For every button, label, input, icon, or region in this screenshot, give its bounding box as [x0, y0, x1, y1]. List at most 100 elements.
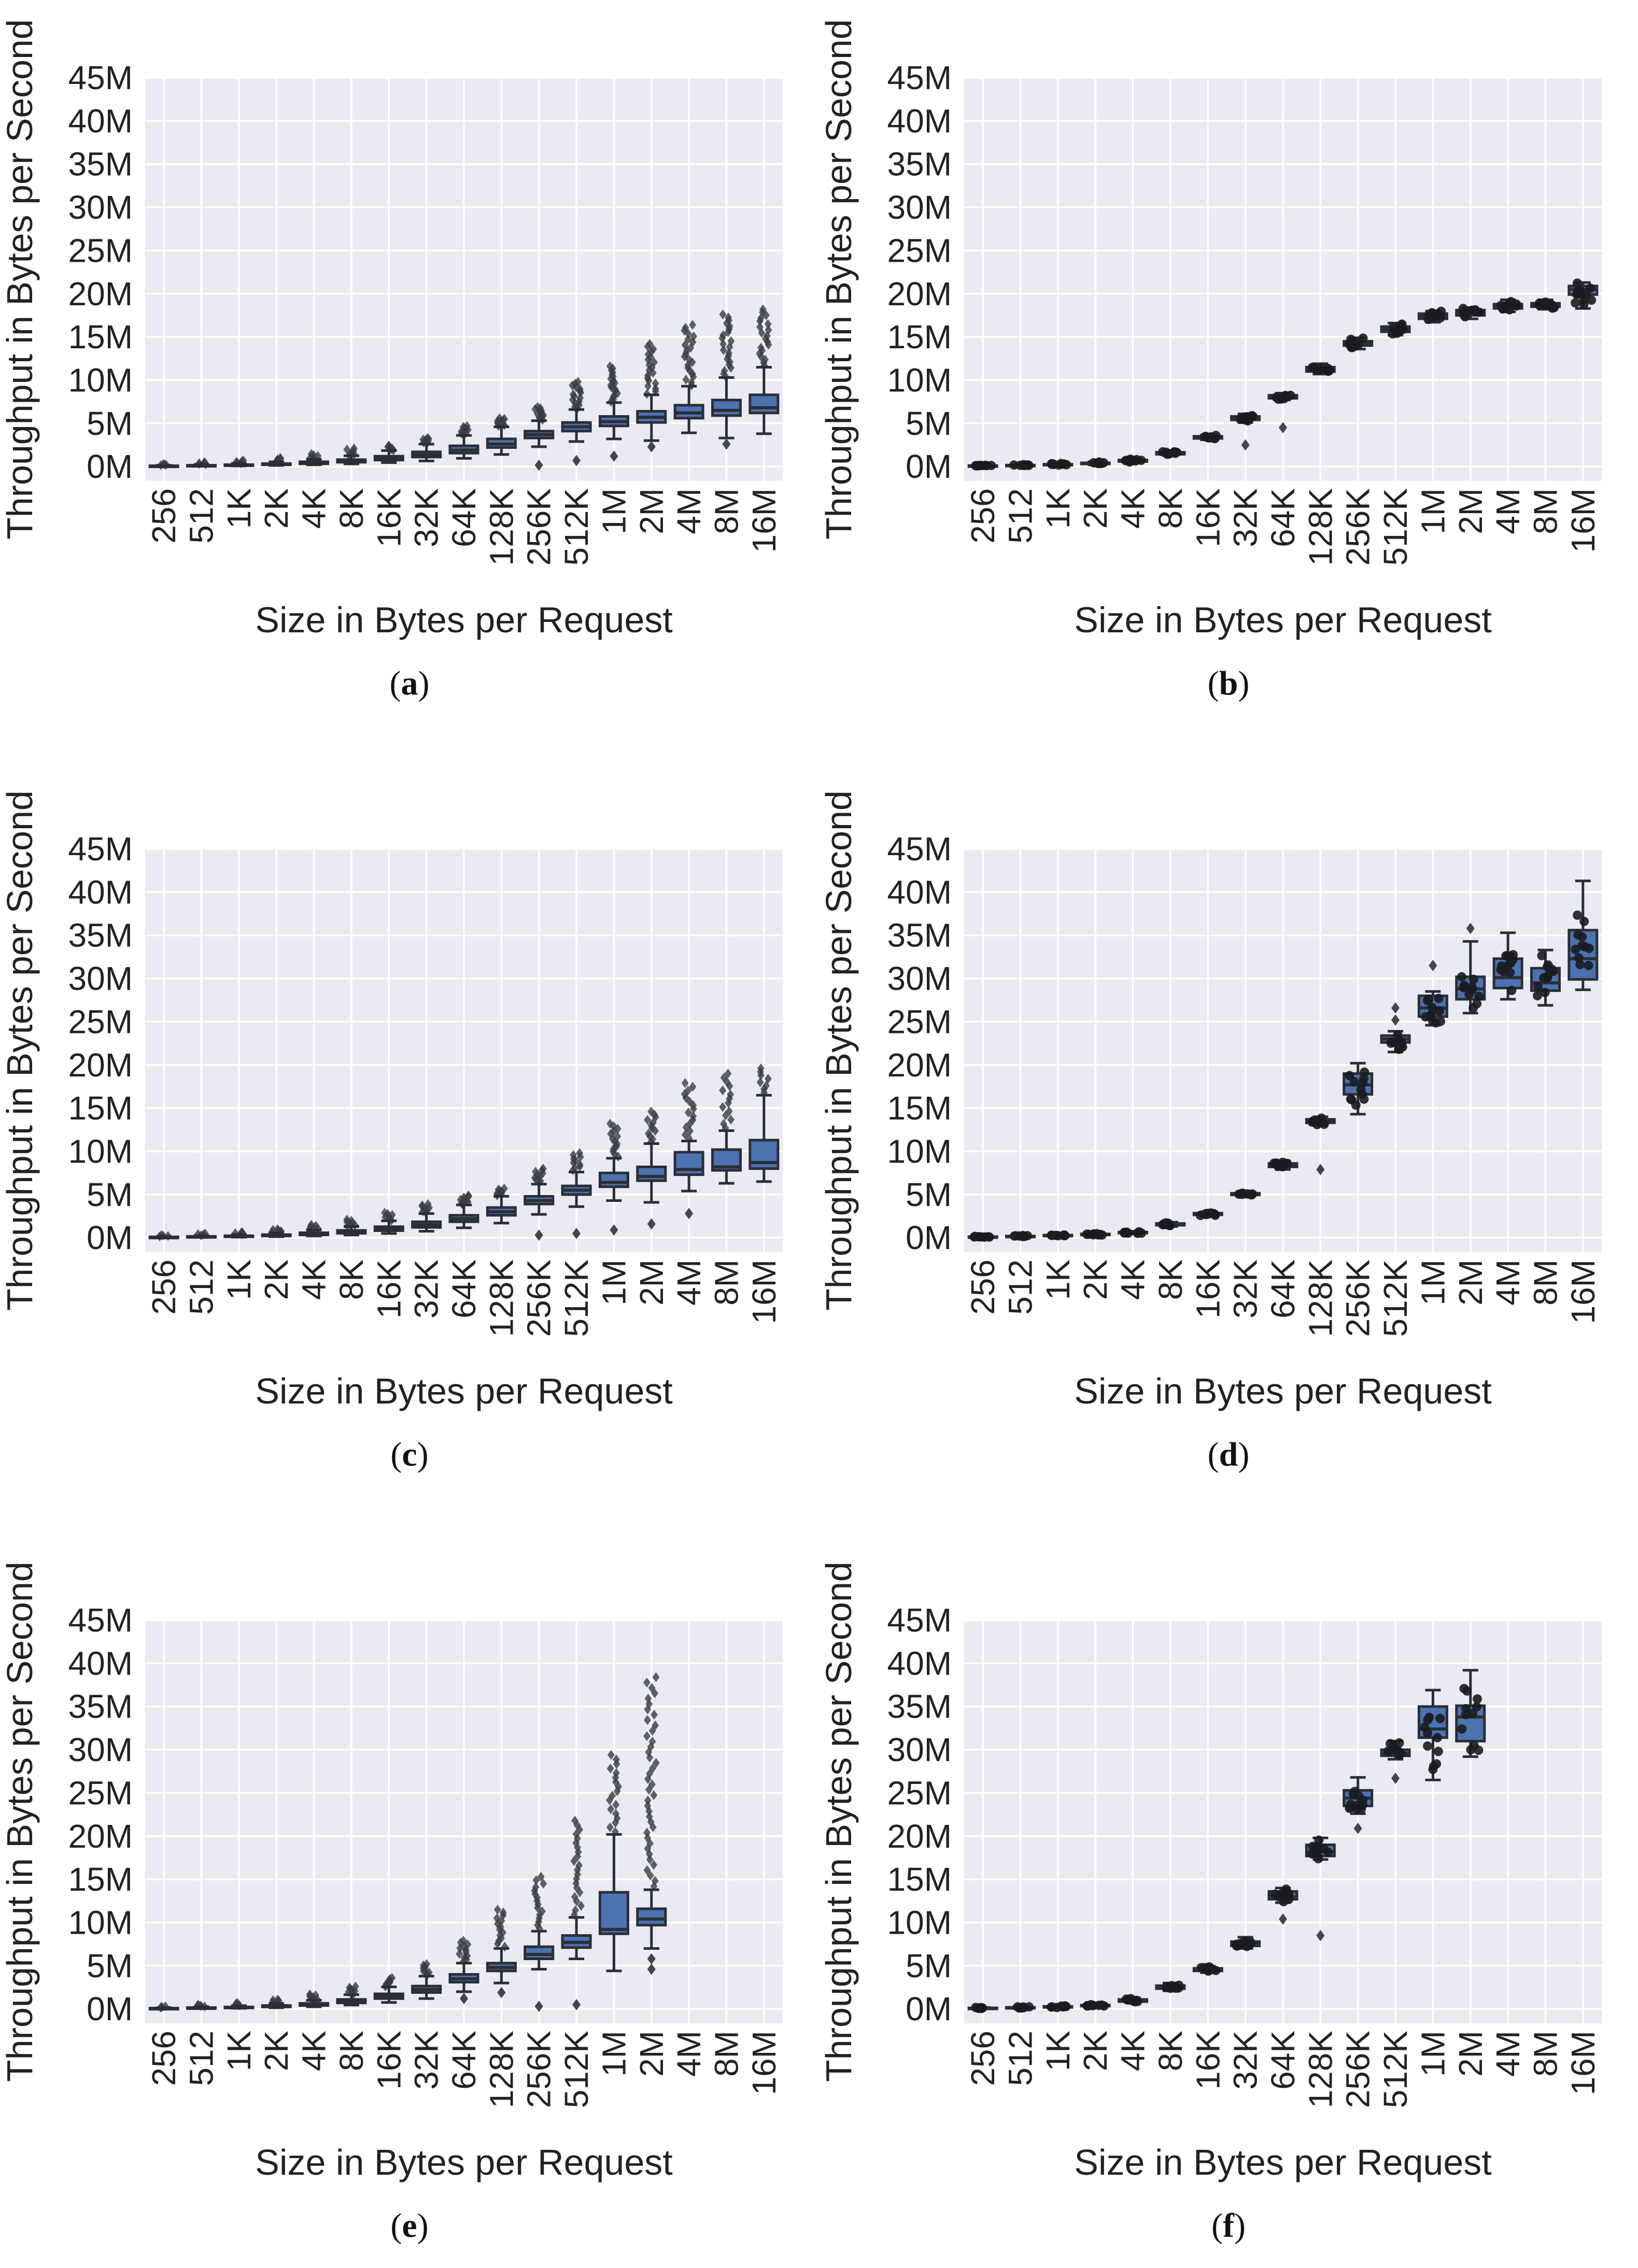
data-marks — [967, 880, 1599, 1242]
svg-text:0M: 0M — [87, 1990, 133, 2028]
svg-text:2M: 2M — [633, 1259, 670, 1306]
svg-text:45M: 45M — [68, 830, 133, 868]
caption-paren-close: ) — [418, 664, 430, 702]
svg-text:40M: 40M — [887, 1645, 952, 1682]
svg-text:15M: 15M — [887, 1861, 952, 1898]
svg-text:16M: 16M — [745, 2031, 783, 2095]
subfigure-caption-f: (f) — [819, 2206, 1638, 2246]
svg-text:16M: 16M — [1564, 1259, 1602, 1324]
gridlines — [964, 848, 1602, 1252]
caption-paren-open: ( — [390, 2207, 402, 2245]
svg-text:40M: 40M — [887, 873, 952, 911]
svg-text:45M: 45M — [68, 59, 133, 96]
svg-text:256: 256 — [964, 1259, 1001, 1315]
subfigure-caption-e: (e) — [0, 2206, 819, 2246]
svg-text:8M: 8M — [708, 488, 745, 534]
svg-text:5M: 5M — [87, 1947, 133, 1984]
svg-text:4K: 4K — [295, 1259, 333, 1300]
svg-text:32K: 32K — [408, 1259, 445, 1319]
x-axis-label: Size in Bytes per Request — [1074, 600, 1491, 640]
caption-paren-open: ( — [389, 664, 401, 702]
svg-text:40M: 40M — [68, 102, 133, 139]
svg-text:0M: 0M — [906, 1219, 952, 1256]
svg-text:1M: 1M — [1414, 488, 1451, 534]
svg-text:256K: 256K — [520, 1259, 558, 1337]
y-tick-labels: 0M 5M 10M 15M 20M 25M 30M 35M 40M 45M — [887, 1601, 952, 2028]
svg-text:8M: 8M — [708, 1259, 745, 1306]
panel-e: 0M 5M 10M 15M 20M 25M 30M 35M 40M 45M 256 512 1K 2K 4K… — [0, 1542, 819, 2268]
svg-text:32K: 32K — [408, 488, 445, 547]
svg-text:25M: 25M — [887, 1003, 952, 1040]
svg-text:16K: 16K — [370, 1259, 407, 1319]
svg-text:8K: 8K — [1152, 488, 1189, 529]
y-tick-labels: 0M 5M 10M 15M 20M 25M 30M 35M 40M 45M — [887, 59, 952, 485]
svg-text:20M: 20M — [68, 275, 133, 313]
svg-text:5M: 5M — [87, 405, 133, 442]
svg-text:512K: 512K — [558, 488, 595, 565]
svg-text:35M: 35M — [887, 917, 952, 954]
svg-text:2M: 2M — [633, 2031, 670, 2077]
subfigure-caption-a: (a) — [0, 664, 819, 703]
x-tick-labels: 256 512 1K 2K 4K 8K 16K 32K 64K 128K 256K 512K 1M 2M 4… — [964, 1259, 1602, 1337]
svg-text:25M: 25M — [68, 1003, 133, 1040]
boxplot-svg-c: 0M 5M 10M 15M 20M 25M 30M 35M 40M 45M 256 512 1K 2K 4K… — [0, 790, 783, 1411]
svg-text:128K: 128K — [1302, 488, 1339, 565]
caption-paren-close: ) — [417, 2207, 429, 2245]
svg-text:4K: 4K — [295, 2031, 333, 2071]
gridlines — [964, 77, 1602, 481]
svg-text:0M: 0M — [87, 1219, 133, 1256]
boxplot-svg-b: 0M 5M 10M 15M 20M 25M 30M 35M 40M 45M 256 512 1K 2K 4K… — [818, 19, 1602, 640]
svg-text:25M: 25M — [887, 1774, 952, 1811]
svg-text:20M: 20M — [68, 1818, 133, 1855]
svg-text:1M: 1M — [595, 1259, 632, 1306]
caption-letter: d — [1219, 1436, 1238, 1473]
svg-text:1M: 1M — [1414, 1259, 1451, 1306]
x-axis-label: Size in Bytes per Request — [255, 1371, 672, 1411]
svg-text:16M: 16M — [745, 488, 783, 553]
svg-text:2K: 2K — [1077, 488, 1114, 529]
svg-text:256: 256 — [145, 1259, 182, 1315]
box — [749, 1139, 780, 1170]
svg-text:16K: 16K — [370, 488, 407, 547]
caption-paren-open: ( — [1207, 664, 1219, 702]
y-axis-label: Throughput in Bytes per Second — [819, 19, 859, 540]
svg-text:5M: 5M — [906, 1176, 952, 1213]
svg-text:256K: 256K — [520, 488, 558, 565]
svg-text:128K: 128K — [1302, 1259, 1339, 1337]
svg-text:2K: 2K — [258, 488, 295, 529]
svg-text:0M: 0M — [906, 1990, 952, 2028]
svg-text:30M: 30M — [68, 189, 133, 226]
chart-panel-e: 0M 5M 10M 15M 20M 25M 30M 35M 40M 45M 256 512 1K 2K 4K… — [0, 1542, 819, 2199]
svg-text:10M: 10M — [887, 361, 952, 399]
caption-paren-close: ) — [1234, 2207, 1246, 2245]
svg-text:2M: 2M — [633, 488, 670, 534]
panel-b: 0M 5M 10M 15M 20M 25M 30M 35M 40M 45M 256 512 1K 2K 4K… — [818, 0, 1638, 726]
svg-text:2K: 2K — [258, 1259, 295, 1300]
svg-text:20M: 20M — [887, 275, 952, 313]
svg-text:2K: 2K — [1077, 1259, 1114, 1300]
svg-text:512: 512 — [183, 2031, 220, 2086]
svg-text:16K: 16K — [1189, 2031, 1226, 2090]
chart-panel-d: 0M 5M 10M 15M 20M 25M 30M 35M 40M 45M 256 512 1K 2K 4K… — [818, 771, 1638, 1428]
box — [711, 399, 742, 417]
subfigure-caption-c: (c) — [0, 1435, 819, 1475]
svg-text:16K: 16K — [1189, 1259, 1226, 1319]
x-axis-label: Size in Bytes per Request — [1074, 1371, 1491, 1411]
svg-text:10M: 10M — [68, 361, 133, 399]
svg-text:5M: 5M — [906, 1947, 952, 1984]
svg-text:30M: 30M — [68, 1731, 133, 1768]
svg-text:512K: 512K — [1377, 1259, 1414, 1337]
svg-text:45M: 45M — [887, 830, 952, 868]
y-axis-label: Throughput in Bytes per Second — [0, 19, 40, 540]
svg-text:8K: 8K — [333, 2031, 370, 2071]
svg-text:15M: 15M — [887, 1089, 952, 1127]
caption-paren-close: ) — [1238, 1436, 1250, 1473]
svg-text:512: 512 — [183, 1259, 220, 1315]
svg-text:10M: 10M — [68, 1904, 133, 1941]
svg-text:30M: 30M — [887, 189, 952, 226]
boxplot-svg-a: 0M 5M 10M 15M 20M 25M 30M 35M 40M 45M 256 512 1K 2K 4K… — [0, 19, 783, 640]
svg-text:16M: 16M — [745, 1259, 783, 1324]
svg-text:4K: 4K — [1114, 488, 1152, 529]
svg-text:256K: 256K — [520, 2031, 558, 2108]
